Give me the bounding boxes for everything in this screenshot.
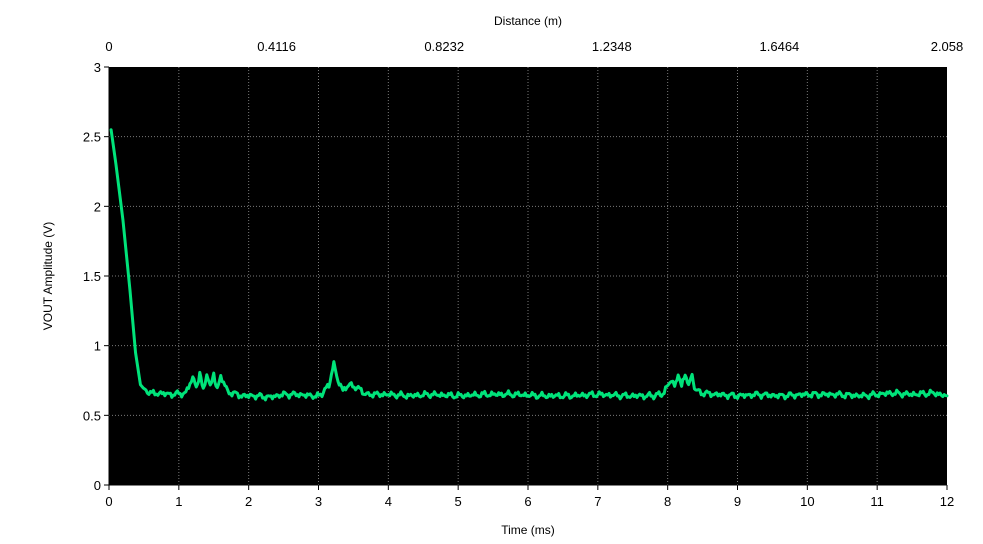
- x-tick-label: 1: [175, 494, 182, 509]
- y-tick-label: 3: [94, 60, 101, 75]
- series-layer: [109, 128, 949, 402]
- x-tick-label: 3: [315, 494, 322, 509]
- grid: [109, 67, 947, 485]
- x-tick-label: 8: [664, 494, 671, 509]
- y-tick-label: 1.5: [83, 269, 101, 284]
- x2-tick-label: 0.4116: [257, 39, 296, 54]
- x2-tick-label: 1.2348: [592, 39, 632, 54]
- x2-tick-label: 2.058: [931, 39, 964, 54]
- x2-tick-label: 0: [105, 39, 112, 54]
- x-tick-label: 7: [594, 494, 601, 509]
- x2-tick-label: 0.8232: [424, 39, 464, 54]
- plot-area: [109, 67, 947, 485]
- series-line: [109, 128, 949, 402]
- x-tick-label: 5: [455, 494, 462, 509]
- x-tick-label: 12: [940, 494, 954, 509]
- x-tick-label: 6: [524, 494, 531, 509]
- y-tick-label: 2: [94, 199, 101, 214]
- y-tick-label: 0.5: [83, 408, 101, 423]
- x-tick-label: 0: [105, 494, 112, 509]
- x-tick-label: 9: [734, 494, 741, 509]
- x2-tick-label: 1.6464: [760, 39, 800, 54]
- x-tick-label: 11: [870, 494, 884, 509]
- y-tick-label: 2.5: [83, 130, 101, 145]
- x-tick-label: 10: [800, 494, 814, 509]
- y-axis-title: VOUT Amplitude (V): [41, 222, 55, 330]
- x-tick-label: 4: [385, 494, 392, 509]
- x2-axis-title: Distance (m): [494, 14, 562, 28]
- y-tick-label: 1: [94, 339, 101, 354]
- x-tick-label: 2: [245, 494, 252, 509]
- y-tick-label: 0: [94, 478, 101, 493]
- x-axis-title: Time (ms): [501, 523, 555, 537]
